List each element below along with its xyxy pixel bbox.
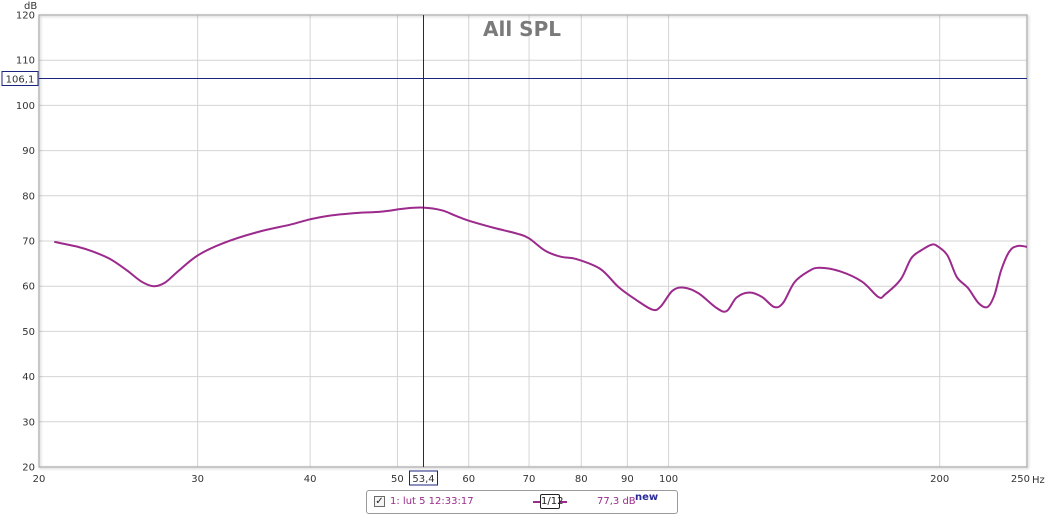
chart-title: All SPL <box>483 17 561 41</box>
x-tick-label: 90 <box>621 474 634 485</box>
y-tick-label: 20 <box>22 463 35 474</box>
x-tick-label: 20 <box>33 474 46 485</box>
y-tick-label: 60 <box>22 282 35 293</box>
x-tick-label: 60 <box>462 474 475 485</box>
cursor-y-readout: 106,1 <box>6 75 35 86</box>
smoothing-value: 1/12 <box>540 494 564 509</box>
y-tick-label: 40 <box>22 372 35 383</box>
spl-chart[interactable]: 20 30 40 50 60 70 80 90 100 110 120 20 30 40 50 60 70 80 9… <box>0 0 1046 490</box>
y-tick-label: 110 <box>16 56 35 67</box>
y-tick-label: 100 <box>16 101 35 112</box>
y-tick-label: 120 <box>16 11 35 22</box>
y-tick-label: 80 <box>22 191 35 202</box>
y-tick-label: 70 <box>22 237 35 248</box>
y-axis-unit-label: dB <box>24 1 37 12</box>
smoothing-selector[interactable]: 1/12 <box>533 493 567 511</box>
x-axis-unit-label: Hz <box>1032 475 1045 486</box>
y-tick-label: 50 <box>22 327 35 338</box>
x-tick-label: 250 <box>1011 474 1030 485</box>
cursor-value-readout: 77,3 dB <box>597 496 636 507</box>
cursor-y-readout-box <box>1 71 39 86</box>
y-tick-label: 30 <box>22 417 35 428</box>
y-tick-label: 90 <box>22 146 35 157</box>
cursor-x-readout: 53,4 <box>412 474 434 485</box>
x-tick-label: 80 <box>575 474 588 485</box>
x-tick-label: 50 <box>391 474 404 485</box>
x-tick-label: 70 <box>523 474 536 485</box>
legend-series-label[interactable]: 1: lut 5 12:33:17 <box>390 496 474 507</box>
series-line[interactable] <box>54 206 1028 313</box>
x-tick-label: 200 <box>930 474 949 485</box>
legend-bar: ✓ 1: lut 5 12:33:17 1/12 77,3 dB new <box>366 490 678 514</box>
cursor-x-readout-box <box>409 470 438 486</box>
series-visibility-checkbox[interactable]: ✓ <box>374 496 385 507</box>
x-tick-label: 100 <box>659 474 678 485</box>
plot-frame <box>38 14 1028 468</box>
new-badge: new <box>635 492 659 503</box>
x-tick-label: 30 <box>191 474 204 485</box>
x-tick-label: 40 <box>304 474 317 485</box>
